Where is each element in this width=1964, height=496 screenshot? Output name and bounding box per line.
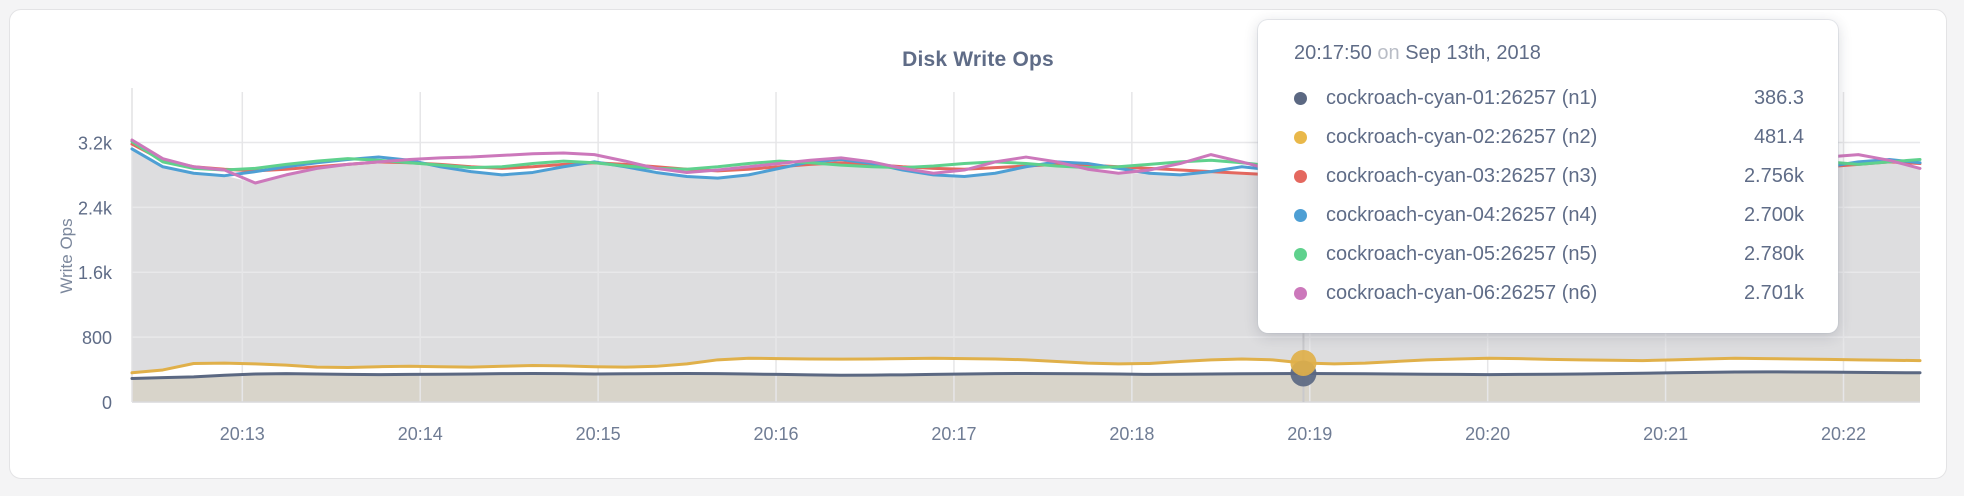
tooltip-series-row: cockroach-cyan-06:26257 (n6) 2.701k bbox=[1294, 274, 1812, 313]
x-axis-tick-label: 20:16 bbox=[754, 424, 799, 444]
tooltip-series-row: cockroach-cyan-01:26257 (n1) 386.3 bbox=[1294, 79, 1812, 118]
tooltip-date: Sep 13th, 2018 bbox=[1405, 42, 1541, 64]
hover-tooltip: 20:17:50 on Sep 13th, 2018 cockroach-cya… bbox=[1258, 20, 1838, 333]
y-axis-tick-label: 3.2k bbox=[78, 133, 113, 153]
tooltip-series-list: cockroach-cyan-01:26257 (n1) 386.3 cockroa… bbox=[1294, 79, 1812, 313]
series-color-dot-icon bbox=[1294, 170, 1307, 183]
tooltip-series-row: cockroach-cyan-05:26257 (n5) 2.780k bbox=[1294, 235, 1812, 274]
tooltip-series-row: cockroach-cyan-03:26257 (n3) 2.756k bbox=[1294, 157, 1812, 196]
series-color-dot-icon bbox=[1294, 287, 1307, 300]
tooltip-series-value: 2.756k bbox=[1743, 165, 1804, 187]
tooltip-series-name: cockroach-cyan-03:26257 (n3) bbox=[1326, 165, 1598, 187]
x-axis-tick-label: 20:21 bbox=[1643, 424, 1688, 444]
tooltip-series-row: cockroach-cyan-02:26257 (n2) 481.4 bbox=[1294, 118, 1812, 157]
tooltip-series-value: 2.700k bbox=[1743, 204, 1804, 226]
tooltip-series-name: cockroach-cyan-04:26257 (n4) bbox=[1326, 204, 1598, 226]
x-axis-tick-label: 20:22 bbox=[1821, 424, 1866, 444]
tooltip-header: 20:17:50 on Sep 13th, 2018 bbox=[1294, 42, 1812, 65]
chart-card: Disk Write Ops 0 800 1.6k 2.4k 3.2k Write Ops… bbox=[9, 9, 1947, 479]
tooltip-series-value: 2.701k bbox=[1743, 282, 1804, 304]
page-title: Disk Write Ops bbox=[902, 48, 1054, 71]
tooltip-series-name: cockroach-cyan-02:26257 (n2) bbox=[1326, 126, 1598, 148]
y-axis-tick-label: 800 bbox=[82, 328, 112, 348]
tooltip-series-value: 2.780k bbox=[1743, 243, 1804, 265]
series-line-n1 bbox=[130, 370, 1922, 380]
lower-band-area bbox=[132, 371, 1920, 402]
tooltip-series-value: 386.3 bbox=[1753, 87, 1804, 109]
series-color-dot-icon bbox=[1294, 248, 1307, 261]
x-axis-tick-label: 20:20 bbox=[1465, 424, 1510, 444]
series-line-n2 bbox=[130, 356, 1922, 375]
y-axis-tick-label: 1.6k bbox=[78, 263, 113, 283]
x-axis-tick-label: 20:13 bbox=[220, 424, 265, 444]
tooltip-time: 20:17:50 bbox=[1294, 42, 1372, 64]
tooltip-on-word: on bbox=[1377, 42, 1400, 64]
y-axis-tick-label: 2.4k bbox=[78, 198, 113, 218]
series-color-dot-icon bbox=[1294, 131, 1307, 144]
tooltip-series-row: cockroach-cyan-04:26257 (n4) 2.700k bbox=[1294, 196, 1812, 235]
series-color-dot-icon bbox=[1294, 92, 1307, 105]
x-axis-tick-label: 20:14 bbox=[398, 424, 443, 444]
tooltip-series-name: cockroach-cyan-01:26257 (n1) bbox=[1326, 87, 1598, 109]
x-axis-tick-label: 20:19 bbox=[1287, 424, 1332, 444]
y-axis-tick-label: 0 bbox=[102, 393, 112, 413]
y-axis-title: Write Ops bbox=[57, 218, 76, 293]
x-axis-tick-label: 20:15 bbox=[576, 424, 621, 444]
hover-point-marker-n2 bbox=[1290, 349, 1317, 376]
tooltip-series-name: cockroach-cyan-06:26257 (n6) bbox=[1326, 282, 1598, 304]
series-color-dot-icon bbox=[1294, 209, 1307, 222]
tooltip-series-name: cockroach-cyan-05:26257 (n5) bbox=[1326, 243, 1598, 265]
x-axis-tick-label: 20:17 bbox=[931, 424, 976, 444]
tooltip-series-value: 481.4 bbox=[1753, 126, 1804, 148]
x-axis-tick-label: 20:18 bbox=[1109, 424, 1154, 444]
